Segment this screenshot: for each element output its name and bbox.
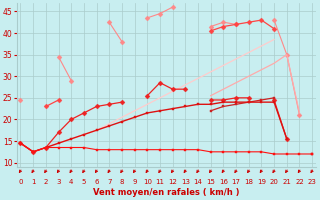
X-axis label: Vent moyen/en rafales ( km/h ): Vent moyen/en rafales ( km/h ) bbox=[93, 188, 240, 197]
